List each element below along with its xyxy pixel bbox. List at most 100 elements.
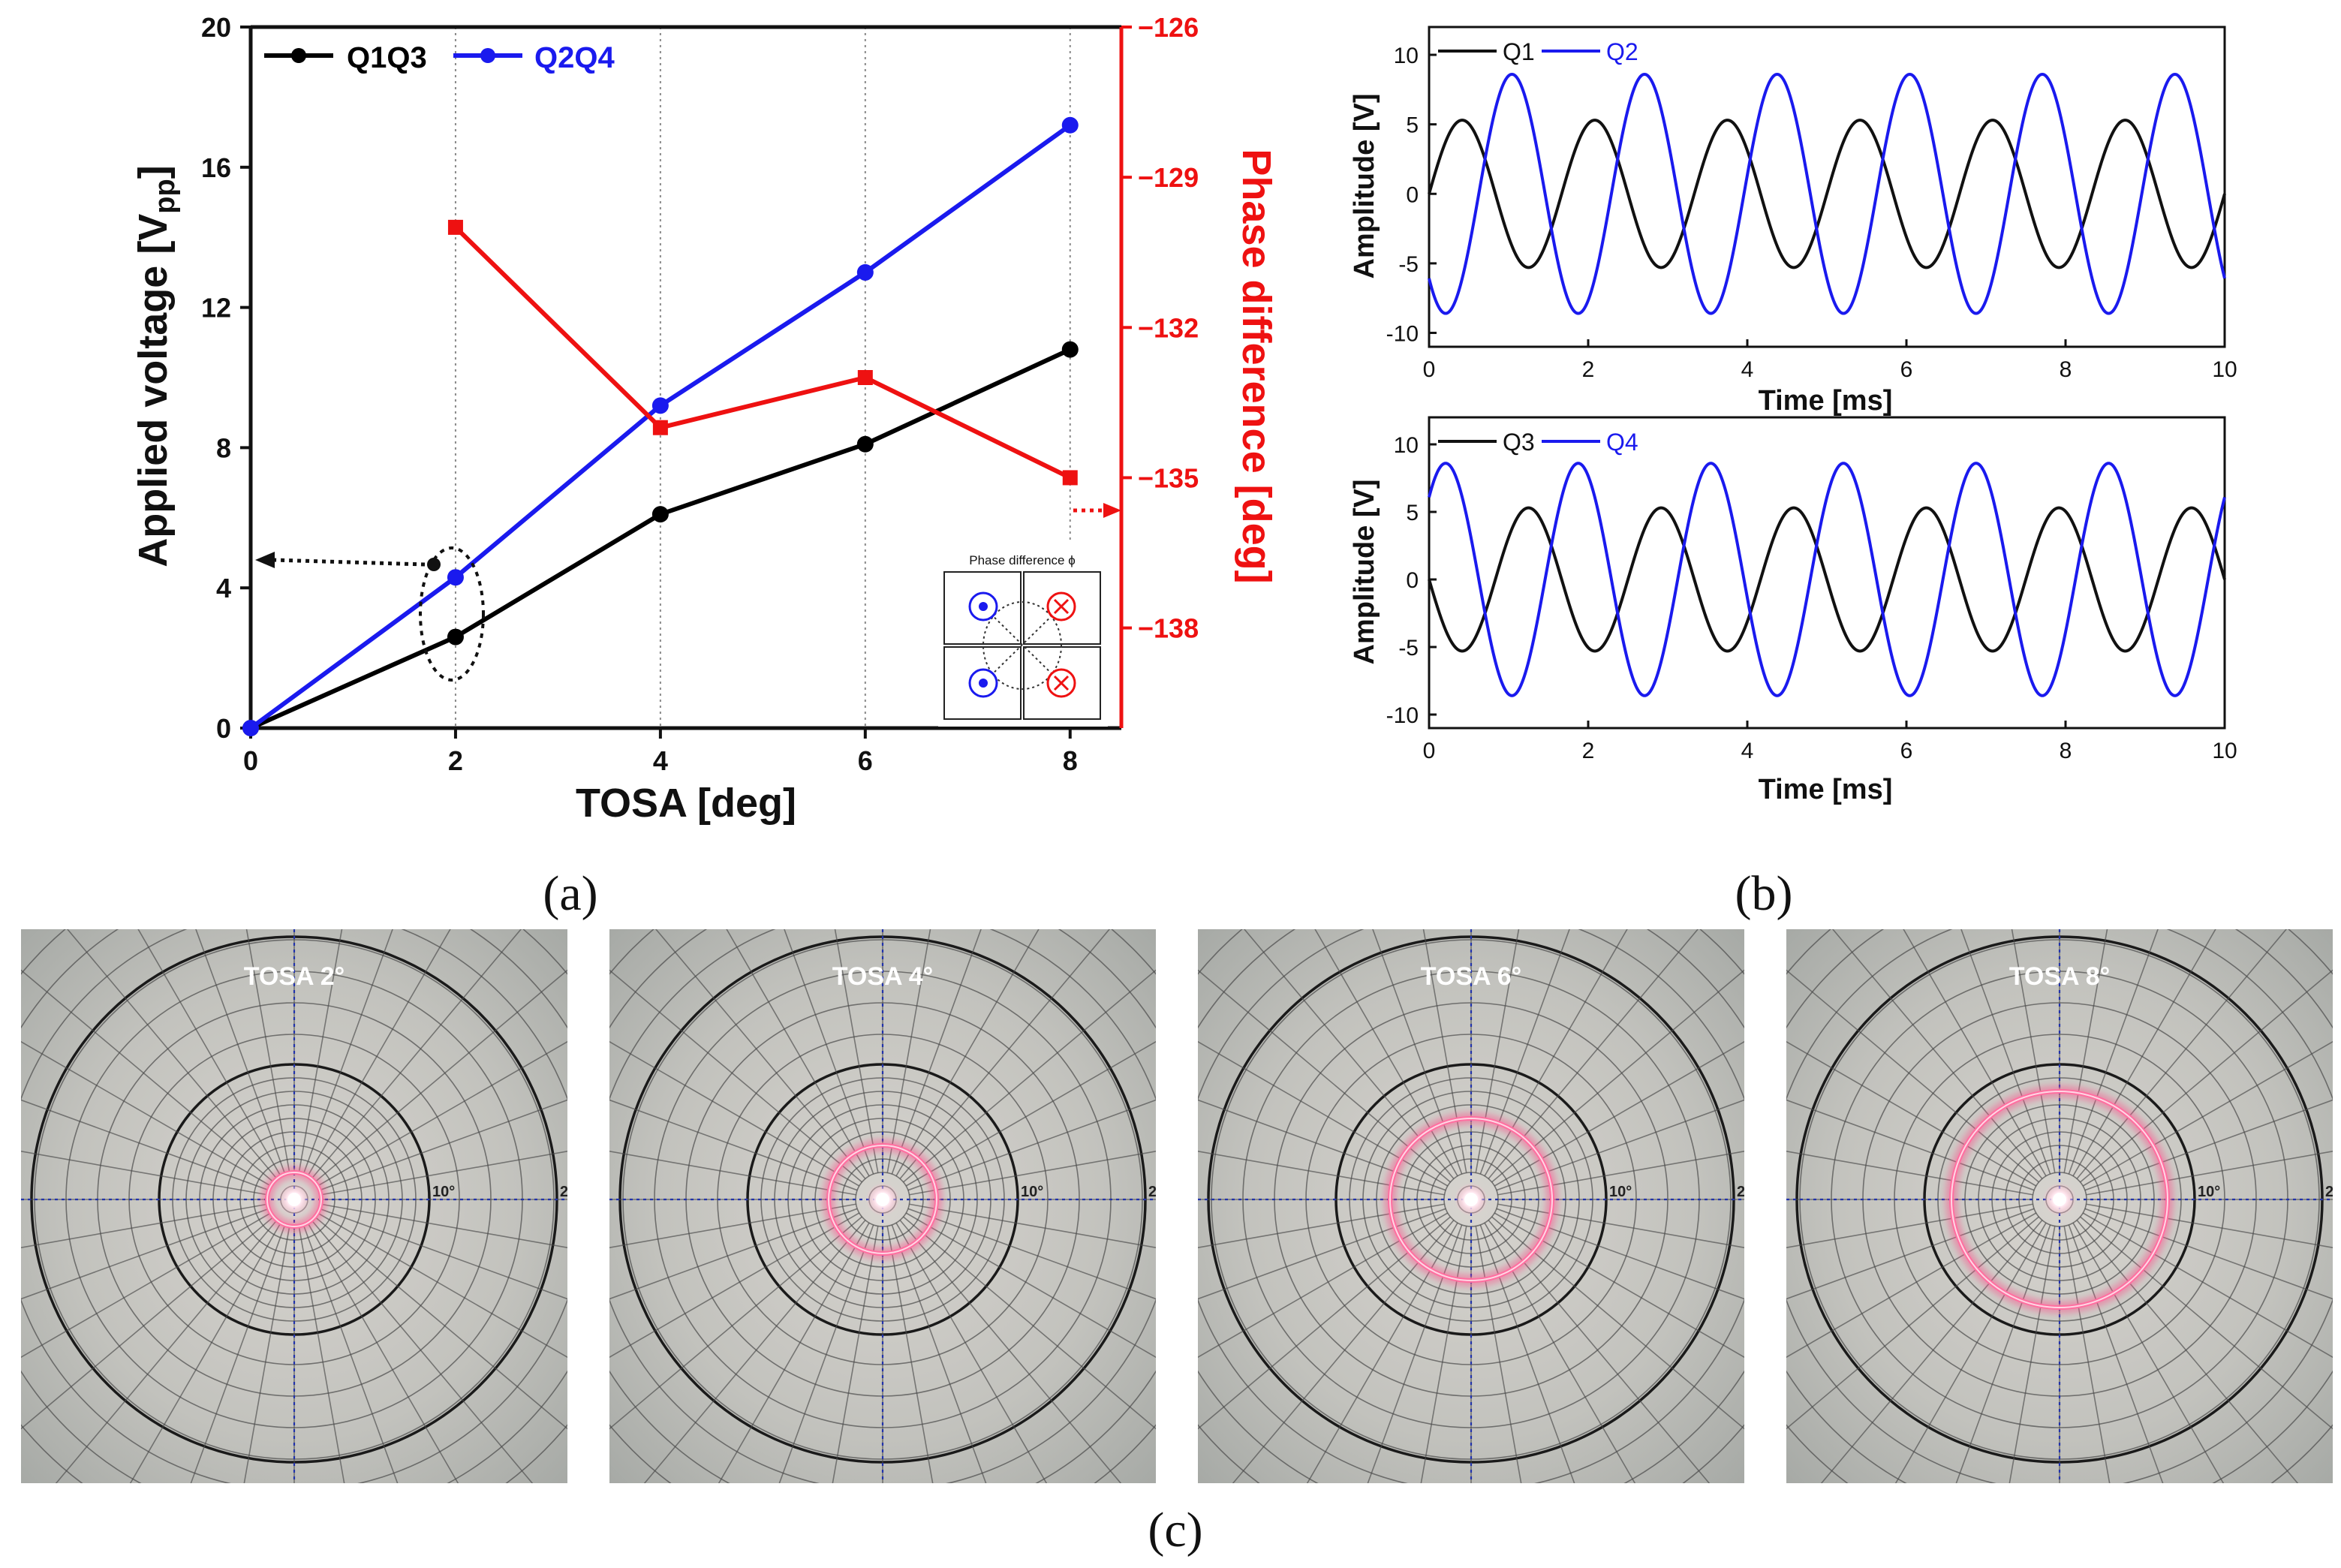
grid-spoke [905,1040,1156,1187]
grid-spoke [2080,969,2333,1183]
center-spot [287,1193,301,1206]
photo-content: 10° 20° [1786,929,2341,1483]
grid-spoke [2072,1222,2225,1483]
grid-spoke [320,1151,567,1196]
waveform-q3 [1428,506,2226,653]
grid-spoke [609,1203,856,1248]
photo-title: TOSA 6° [1421,962,1522,991]
x-tick-label: 0 [1423,739,1436,763]
grid-spoke [907,1099,1156,1191]
photo-title: TOSA 8° [2009,962,2111,991]
chart-b-top-legend: Q1 Q2 [1438,38,1638,65]
plot-frame [1428,26,2226,348]
grid-spoke [320,1203,567,1248]
label-20-deg: 20° [2325,1184,2341,1200]
grid-spoke [21,969,274,1183]
grid-spoke [311,929,522,1179]
inset-title: Phase difference ϕ [969,553,1076,567]
x-tick-label: 2 [1582,357,1595,382]
photo-row: 10°20°TOSA 2°10°20°TOSA 4°10°20°TOSA 6°1… [21,929,2341,1483]
grid-spoke [190,1224,286,1483]
y-tick-label: -10 [1386,321,1419,346]
grid-spoke [718,1222,870,1483]
grid-spoke [21,1208,269,1300]
y2-tick-label: −135 [1138,462,1199,493]
grid-spoke [129,1222,281,1483]
grid-spoke [1243,929,1455,1179]
grid-spoke [2009,1226,2056,1483]
panel-label-a: (a) [543,866,597,921]
photo-tosa-8: 10° 20° TOSA 8° [1786,929,2341,1483]
grid-spoke [2076,929,2288,1179]
arrow-to-left-axis [255,552,441,571]
grid-spoke [1497,1151,1744,1196]
grid-spoke [317,1040,567,1187]
panel-label-c: (c) [1148,1503,1202,1557]
x-tick-label: 0 [1423,357,1436,382]
grid-spoke [609,1040,860,1187]
data-point [447,219,463,235]
grid-spoke [1198,1216,1451,1430]
laser-ring-core [828,1145,937,1254]
y-tick-label: -5 [1398,252,1419,277]
grid-spoke [1198,1208,1446,1300]
data-point [652,420,668,435]
grid-spoke [2084,1099,2333,1191]
grid-spoke [1494,1040,1744,1187]
grid-spoke [905,1212,1156,1359]
grid-spoke [1960,929,2051,1175]
grid-spoke [1484,1222,1636,1483]
center-spot [1464,1193,1478,1206]
grid-spoke [307,1222,459,1483]
grid-spoke [1198,969,1451,1183]
grid-spoke [314,969,567,1183]
chart-a-ticks: 0 2 4 6 8 0 4 8 12 16 20 −126 −129 −132 −135 −138 [201,12,1199,776]
grid-spoke [298,929,343,1173]
grid-spoke [1831,929,2043,1179]
inset-cell-bl [943,646,1022,720]
grid-spoke [1484,929,1628,1177]
grid-spoke [609,1208,858,1300]
y-tick-label: 0 [1406,182,1419,207]
x-tick-label: 6 [1900,739,1913,763]
grid-spoke [21,1040,272,1187]
x-tick-label: 4 [1741,739,1754,763]
grid-spoke [1198,1212,1449,1359]
grid-spoke [311,1220,534,1483]
grid-spoke [895,1222,1048,1483]
y-tick-label: 5 [1406,501,1419,525]
chart-b-bottom-legend: Q3 Q4 [1438,429,1638,456]
grid-spoke [2080,1216,2333,1430]
data-point [447,628,464,646]
grid-spoke [1894,1222,2047,1483]
y-tick-label: -10 [1386,703,1419,728]
grid-spoke [1786,1208,2035,1300]
grid-spoke [886,1226,934,1483]
legend-marker-q1q3 [291,48,306,63]
grid-spoke [1491,969,1744,1183]
grid-spoke [1475,1226,1522,1483]
chart-b-top-axes: 0 2 4 6 8 10 -10 -5 0 5 10 [1386,26,2237,382]
grid-spoke [1955,1224,2051,1483]
grid-spoke [314,1216,567,1430]
x-tick-label: 6 [1900,357,1913,382]
grid-spoke [1198,1099,1446,1191]
grid-spoke [1820,1220,2043,1483]
grid-spoke [1786,1099,2035,1191]
data-point [651,397,669,414]
label-10-deg: 10° [2198,1184,2220,1200]
grid-spoke [2068,1224,2164,1483]
grid-spoke [137,929,281,1177]
chart-b-bottom-ylabel: Amplitude [V] [1349,480,1380,665]
center-spot [2053,1193,2066,1206]
grid-spoke [2086,1203,2333,1248]
legend-label-q2q4: Q2Q4 [534,41,615,74]
grid-spoke [1479,1224,1575,1483]
grid-spoke [2068,929,2159,1175]
grid-spoke [1488,1220,1711,1483]
grid-spoke [319,1099,567,1191]
data-point [651,506,669,523]
grid-spoke [895,929,1040,1177]
grid-spoke [66,929,278,1179]
grid-spoke [1198,1203,1445,1248]
